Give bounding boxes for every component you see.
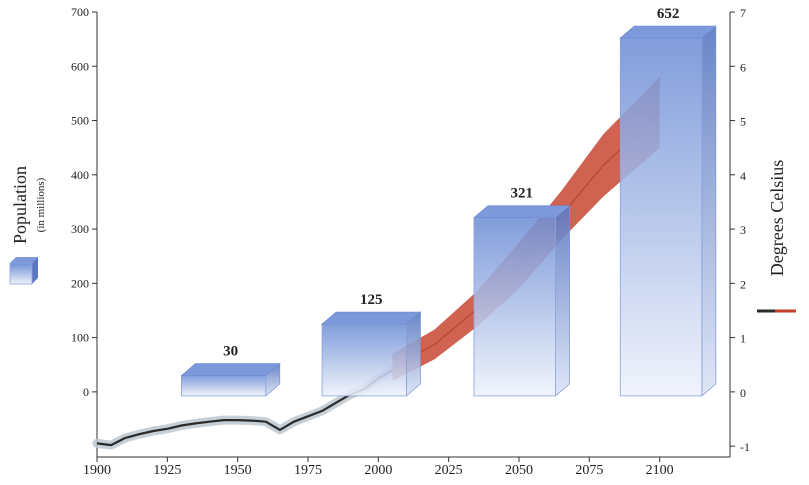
- x-tick-label-1: 1925: [153, 463, 181, 478]
- population-bar-front-2: [473, 217, 556, 397]
- temperature-observed-series: [92, 365, 397, 450]
- right-axis-title-group: Degrees Celsius: [767, 160, 787, 276]
- x-tick-label-8: 2100: [646, 463, 674, 478]
- temperature-projection-band: [392, 77, 660, 381]
- right-tick-label-8: 7: [740, 6, 746, 20]
- population-bar-top-3: [619, 25, 717, 39]
- left-tick-label-3: 300: [71, 222, 89, 236]
- population-bar-side-2: [555, 204, 570, 397]
- right-tick-label-6: 5: [740, 115, 746, 129]
- blue-3d-box-icon: [9, 257, 38, 285]
- x-tick-label-3: 1975: [294, 463, 322, 478]
- population-bar-0: 30: [180, 344, 281, 397]
- x-tick-label-7: 2075: [575, 463, 603, 478]
- x-tick-label-0: 1900: [83, 463, 111, 478]
- population-bar-side-3: [701, 25, 717, 397]
- population-bars: 30 125 321 652: [180, 6, 717, 397]
- x-tick-label-5: 2025: [435, 463, 463, 478]
- left-tick-label-4: 400: [71, 168, 89, 182]
- population-bar-label-0: 30: [223, 344, 238, 360]
- left-tick-label-6: 600: [71, 59, 89, 73]
- right-tick-label-7: 6: [740, 60, 746, 74]
- left-tick-label-0: 0: [83, 385, 89, 399]
- x-axis-ticks: 1900 1925 1950 1975 2000 2025 2050 2075 2100: [83, 457, 674, 478]
- left-axis-subtitle: (in millions): [35, 177, 47, 232]
- population-bar-top-2: [473, 205, 571, 219]
- x-tick-label-2: 1950: [224, 463, 252, 478]
- left-tick-label-2: 200: [71, 276, 89, 290]
- population-bar-front-3: [619, 37, 703, 397]
- left-axis-ticks: 0 100 200 300 400 500 600 700: [71, 5, 97, 399]
- population-bar-label-2: 321: [511, 186, 534, 202]
- right-tick-label-0: -1: [740, 440, 750, 454]
- right-tick-label-5: 4: [740, 169, 746, 183]
- left-tick-label-1: 100: [71, 331, 89, 345]
- right-axis-ticks: -1 0 1 2 3 4 5 6 7: [730, 6, 750, 454]
- population-bar-2: 321: [473, 186, 571, 397]
- population-bar-label-3: 652: [657, 6, 680, 22]
- temperature-observed-line: [96, 369, 393, 447]
- population-bar-top-1: [321, 311, 422, 325]
- axes: [96, 12, 731, 458]
- x-tick-label-6: 2050: [505, 463, 533, 478]
- population-bar-side-1: [406, 311, 421, 397]
- x-tick-label-4: 2000: [364, 463, 392, 478]
- population-bar-front-0: [180, 375, 267, 397]
- population-bar-front-1: [321, 323, 407, 397]
- population-bar-1: 125: [321, 292, 422, 397]
- left-tick-label-5: 500: [71, 114, 89, 128]
- right-tick-label-4: 3: [740, 223, 746, 237]
- population-bar-3: 652: [619, 6, 717, 397]
- right-tick-label-1: 0: [740, 386, 746, 400]
- population-bar-label-1: 125: [360, 292, 383, 308]
- population-bar-top-0: [180, 363, 281, 376]
- right-axis-title: Degrees Celsius: [767, 160, 787, 276]
- right-tick-label-3: 2: [740, 277, 746, 291]
- left-axis-title: Population: [10, 166, 30, 244]
- left-axis-title-group: Population (in millions): [10, 166, 47, 244]
- left-tick-label-7: 700: [71, 5, 89, 19]
- right-tick-label-2: 1: [740, 332, 746, 346]
